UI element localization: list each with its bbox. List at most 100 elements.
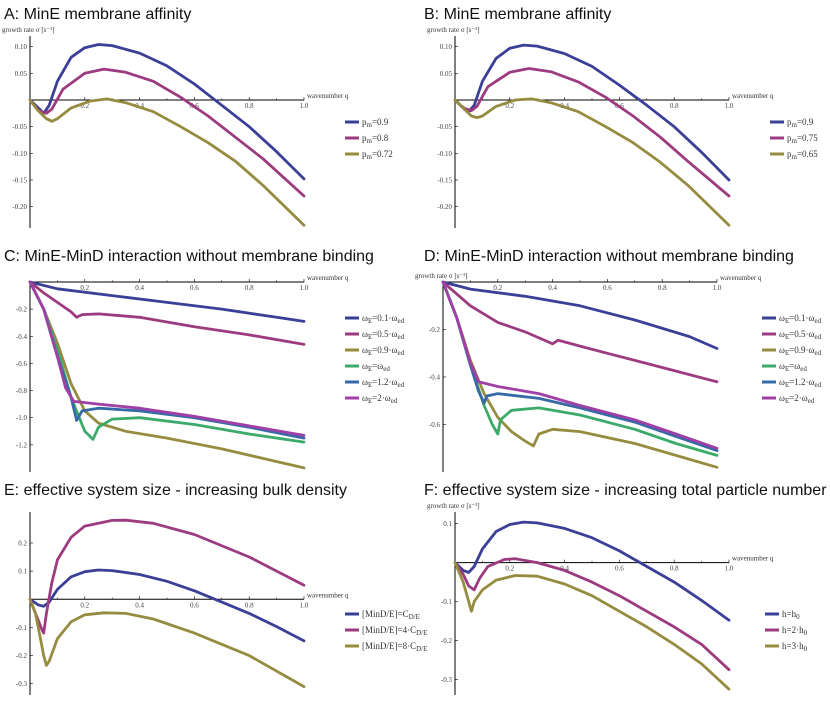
y-tick-label: 0.1 bbox=[443, 520, 452, 528]
x-tick-label: 1.0 bbox=[300, 102, 309, 110]
y-tick-label: -0.1 bbox=[441, 598, 453, 606]
x-axis-label: wavenumber q bbox=[307, 591, 349, 599]
series-line bbox=[28, 280, 306, 470]
x-axis-label: wavenumber q bbox=[732, 92, 774, 100]
y-tick-label: -0.8 bbox=[16, 387, 28, 395]
y-tick-label: 0.10 bbox=[440, 43, 453, 51]
legend-label: ωE=2·ωed bbox=[779, 393, 815, 405]
y-tick-label: -0.10 bbox=[12, 150, 27, 158]
legend-label: h=2·h0 bbox=[782, 625, 808, 637]
series-line bbox=[453, 561, 731, 691]
legend-label: ωE=0.9·ωed bbox=[779, 345, 822, 357]
x-tick-label: 0.4 bbox=[548, 284, 557, 292]
legend-label: ωE=0.1·ωed bbox=[779, 313, 822, 325]
legend-label: [MinD/E]=CD/E bbox=[362, 609, 420, 621]
series-line bbox=[453, 43, 731, 182]
x-tick-label: 0.8 bbox=[245, 601, 254, 609]
y-tick-label: -0.1 bbox=[16, 624, 28, 632]
panel-title-a: A: MinE membrane affinity bbox=[4, 6, 192, 23]
legend-label: ωE=2·ωed bbox=[362, 393, 398, 405]
y-axis-label: growth rate σ [s⁻¹] bbox=[427, 502, 480, 510]
x-tick-label: 0.8 bbox=[245, 284, 254, 292]
x-tick-label: 0.8 bbox=[658, 284, 667, 292]
x-tick-label: 0.6 bbox=[190, 601, 199, 609]
y-tick-label: -0.2 bbox=[16, 652, 28, 660]
legend-label: pm=0.8 bbox=[362, 133, 389, 145]
panel-title-c: C: MinE-MinD interaction without membran… bbox=[4, 248, 374, 265]
series-line bbox=[28, 280, 306, 323]
series-line bbox=[441, 280, 719, 469]
y-tick-label: -0.3 bbox=[16, 680, 28, 688]
x-tick-label: 0.2 bbox=[505, 565, 514, 573]
y-tick-label: -0.4 bbox=[16, 333, 28, 341]
legend-label: pm=0.9 bbox=[787, 117, 814, 129]
y-tick-label: 0.05 bbox=[15, 70, 28, 78]
legend-label: ωE=0.9·ωed bbox=[362, 345, 405, 357]
legend-label: pm=0.75 bbox=[787, 133, 818, 145]
y-tick-label: -0.05 bbox=[12, 123, 27, 131]
panel-title-e: E: effective system size - increasing bu… bbox=[4, 482, 347, 499]
x-tick-label: 0.2 bbox=[80, 102, 89, 110]
x-tick-label: 0.8 bbox=[670, 102, 679, 110]
y-tick-label: 0.1 bbox=[18, 568, 27, 576]
legend-label: ωE=ωed bbox=[362, 361, 390, 373]
legend-label: ωE=0.1·ωed bbox=[362, 313, 405, 325]
chart-panel-c: 0.2 0.4 0.6 0.8 1.0 -0.2 -0.4 -0.6 -0.8 -1.0 -1.2 w… bbox=[16, 274, 405, 472]
y-tick-label: -0.6 bbox=[16, 360, 28, 368]
x-axis-label: wavenumber q bbox=[720, 274, 762, 282]
chart-panel-b: 0.2 0.4 0.6 0.8 1.00.100.05-0.05-0.10-0.15-0… bbox=[427, 26, 818, 228]
legend-label: ωE=1.2·ωed bbox=[779, 377, 822, 389]
series-line bbox=[453, 557, 731, 672]
y-tick-label: -0.4 bbox=[429, 374, 441, 382]
series-line bbox=[28, 97, 306, 227]
series-line bbox=[441, 280, 719, 350]
x-tick-label: 0.6 bbox=[603, 284, 612, 292]
x-tick-label: 1.0 bbox=[725, 565, 734, 573]
y-tick-label: -0.15 bbox=[437, 177, 452, 185]
legend-label: h=h0 bbox=[782, 609, 800, 621]
x-axis-label: wavenumber q bbox=[732, 555, 774, 563]
x-tick-label: 0.6 bbox=[190, 284, 199, 292]
x-axis-label: wavenumber q bbox=[307, 274, 349, 282]
chart-panel-f: 0.2 0.4 0.6 0.8 1.0 0.1 -0.1 -0.2 -0.3 growth rat… bbox=[427, 502, 808, 695]
y-tick-label: -0.15 bbox=[12, 177, 27, 185]
y-axis-label: growth rate σ [s⁻¹] bbox=[427, 26, 480, 34]
x-tick-label: 0.4 bbox=[135, 284, 144, 292]
series-line bbox=[441, 280, 719, 450]
legend-label: ωE=0.5·ωed bbox=[362, 329, 405, 341]
series-line bbox=[28, 67, 306, 198]
y-tick-label: -0.10 bbox=[437, 150, 452, 158]
x-tick-label: 0.4 bbox=[560, 565, 569, 573]
x-tick-label: 0.8 bbox=[670, 565, 679, 573]
legend-label: pm=0.65 bbox=[787, 149, 818, 161]
x-tick-label: 0.8 bbox=[245, 102, 254, 110]
y-tick-label: -1.0 bbox=[16, 414, 28, 422]
legend-label: pm=0.72 bbox=[362, 149, 393, 161]
x-tick-label: 0.4 bbox=[135, 601, 144, 609]
legend-label: ωE=0.5·ωed bbox=[779, 329, 822, 341]
x-tick-label: 0.2 bbox=[493, 284, 502, 292]
x-tick-label: 1.0 bbox=[300, 601, 309, 609]
y-tick-label: -0.20 bbox=[437, 203, 452, 211]
series-line bbox=[441, 280, 719, 384]
legend-label: ωE=1.2·ωed bbox=[362, 377, 405, 389]
y-tick-label: -0.20 bbox=[12, 203, 27, 211]
series-line bbox=[441, 280, 719, 457]
series-line bbox=[28, 280, 306, 437]
series-line bbox=[28, 597, 306, 688]
series-line bbox=[441, 280, 719, 452]
y-tick-label: 0.2 bbox=[18, 539, 27, 547]
series-line bbox=[28, 280, 306, 444]
legend-label: ωE=ωed bbox=[779, 361, 807, 373]
series-line bbox=[453, 97, 731, 227]
panel-title-d: D: MinE-MinD interaction without membran… bbox=[424, 248, 794, 265]
series-line bbox=[28, 280, 306, 440]
chart-panel-a: 0.2 0.4 0.6 0.8 1.00.100.05-0.05-0.10-0.15-0… bbox=[2, 26, 393, 228]
series-line bbox=[28, 518, 306, 635]
x-axis-label: wavenumber q bbox=[307, 92, 349, 100]
y-tick-label: -0.3 bbox=[441, 676, 453, 684]
y-tick-label: -0.6 bbox=[429, 421, 441, 429]
legend-label: [MinD/E]=8·CD/E bbox=[362, 641, 427, 653]
y-tick-label: -0.2 bbox=[16, 306, 28, 314]
